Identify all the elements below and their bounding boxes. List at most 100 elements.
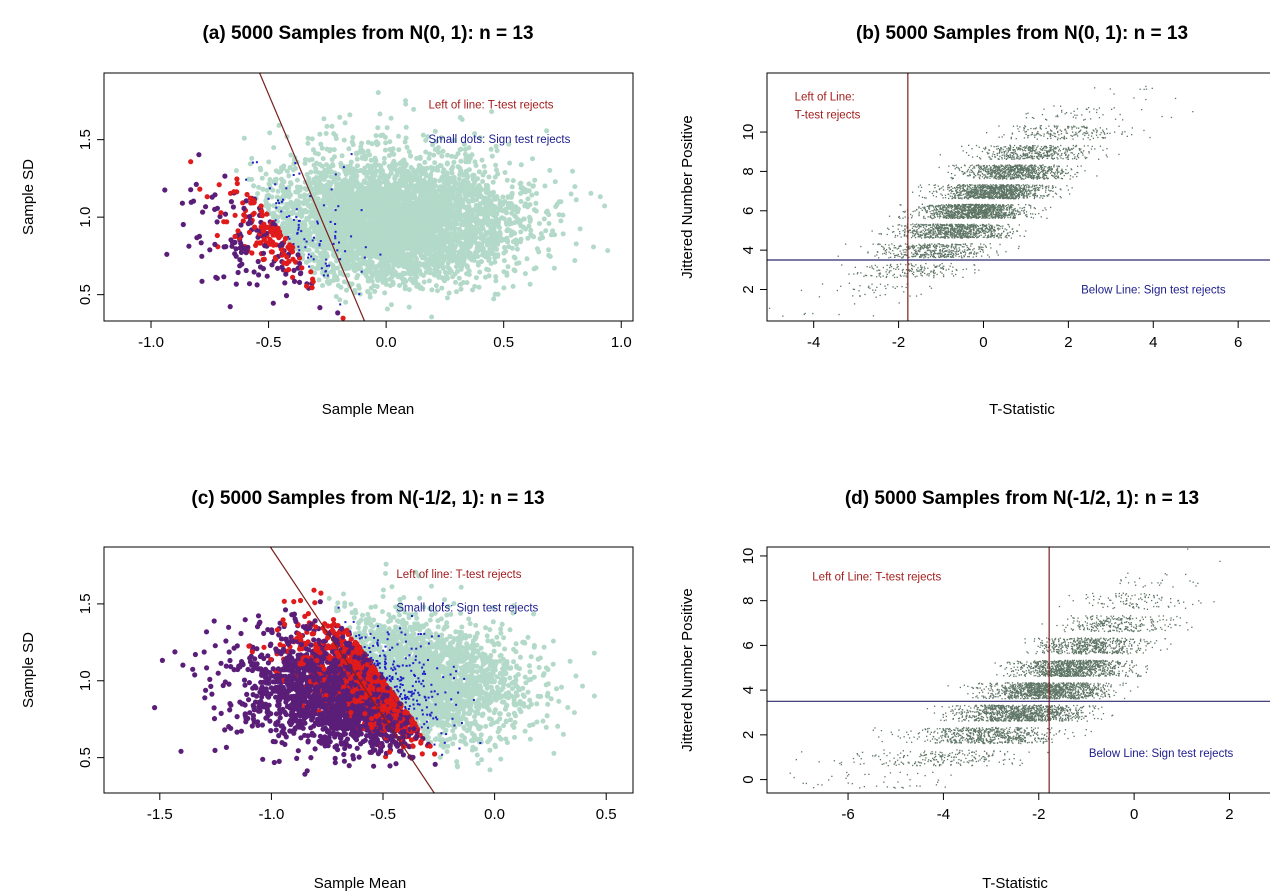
sample-point — [408, 233, 414, 239]
sample-point — [382, 290, 388, 296]
sample-point — [291, 203, 296, 209]
sample-point — [295, 187, 301, 193]
sample-point-ttest-reject — [290, 274, 296, 280]
sample-point — [470, 212, 476, 218]
sample-point — [329, 202, 335, 208]
sample-point — [531, 266, 537, 272]
sample-point — [346, 179, 352, 185]
sample-point — [420, 132, 426, 138]
sample-point — [407, 229, 413, 235]
sample-point — [458, 281, 464, 287]
sample-point — [368, 253, 374, 259]
sample-point — [384, 277, 389, 283]
sample-point-ttest-reject — [317, 305, 323, 311]
sample-point — [369, 141, 375, 147]
sample-point-ttest-reject — [212, 241, 218, 247]
sample-point — [451, 242, 457, 248]
sample-point — [348, 237, 354, 243]
sample-point — [429, 213, 435, 218]
sample-point-ttest-reject — [234, 180, 240, 187]
sample-point — [373, 192, 379, 198]
sample-point — [456, 275, 462, 281]
sample-point — [347, 206, 353, 212]
sample-point — [434, 260, 440, 266]
sample-point — [340, 228, 346, 234]
sample-point — [316, 277, 322, 283]
sample-point — [321, 116, 327, 122]
sample-point — [373, 133, 379, 139]
sample-point-ttest-reject — [237, 257, 243, 263]
sample-point — [406, 304, 412, 310]
sample-point — [398, 225, 403, 231]
sample-point — [260, 186, 266, 192]
sample-point — [438, 220, 444, 226]
sample-point — [352, 261, 358, 267]
sample-point-sign-reject — [309, 195, 312, 198]
sample-point — [404, 204, 410, 210]
sample-point — [369, 233, 375, 239]
sample-point — [397, 209, 403, 215]
sample-point — [427, 261, 433, 267]
sample-point — [337, 231, 343, 237]
sample-point — [490, 179, 496, 185]
sample-point — [281, 179, 287, 185]
sample-point — [304, 216, 310, 221]
sample-point — [494, 167, 499, 173]
sample-point-sign-reject — [338, 241, 340, 244]
sample-point — [293, 220, 299, 226]
sample-point — [572, 184, 578, 190]
sample-point — [406, 149, 412, 155]
sample-point — [510, 229, 516, 235]
sample-point — [480, 246, 486, 251]
sample-point-sign-reject — [307, 256, 310, 259]
sample-point-ttest-reject — [203, 204, 209, 210]
sample-point-ttest-reject — [283, 271, 289, 277]
sample-point — [591, 244, 596, 250]
sample-point-ttest-reject — [244, 191, 250, 198]
sample-point — [320, 212, 326, 218]
sample-point — [310, 147, 316, 153]
sample-point — [486, 174, 492, 180]
sample-point — [390, 191, 396, 197]
sample-point — [387, 147, 393, 152]
sample-point — [429, 167, 435, 173]
sample-point — [560, 231, 566, 237]
sample-point — [320, 254, 326, 260]
sample-point — [396, 133, 401, 139]
sample-point — [403, 124, 409, 130]
sample-point — [473, 275, 479, 281]
sample-point — [437, 249, 443, 255]
sample-point-ttest-reject — [246, 229, 253, 235]
sample-point — [374, 284, 380, 289]
sample-point — [378, 215, 384, 221]
sample-point — [436, 149, 442, 155]
sample-point-ttest-reject — [245, 221, 251, 227]
sample-point-sign-reject — [329, 220, 332, 223]
sample-point — [288, 152, 294, 158]
sample-point — [372, 162, 378, 168]
sample-point — [411, 183, 417, 189]
sample-point-sign-reject — [292, 174, 295, 176]
sample-point — [432, 128, 438, 134]
sample-point — [464, 271, 470, 277]
sample-point-ttest-reject — [214, 205, 220, 211]
sample-point — [437, 255, 443, 261]
sample-point — [436, 269, 442, 275]
sample-point — [356, 285, 362, 291]
sample-point — [327, 183, 333, 188]
sample-point-ttest-reject — [340, 315, 346, 321]
sample-point — [302, 157, 308, 162]
sample-point — [393, 216, 398, 222]
sample-point-ttest-reject — [267, 236, 273, 243]
sample-point — [457, 168, 463, 174]
sample-point — [449, 189, 454, 195]
sample-point — [380, 223, 386, 229]
sample-point — [445, 195, 451, 201]
sample-point — [481, 249, 487, 255]
sample-point — [502, 199, 508, 204]
sample-point — [426, 208, 432, 214]
sample-point — [293, 165, 298, 171]
sample-point-ttest-reject — [247, 195, 253, 201]
sample-point — [417, 285, 423, 291]
sample-point-ttest-reject — [258, 240, 264, 246]
